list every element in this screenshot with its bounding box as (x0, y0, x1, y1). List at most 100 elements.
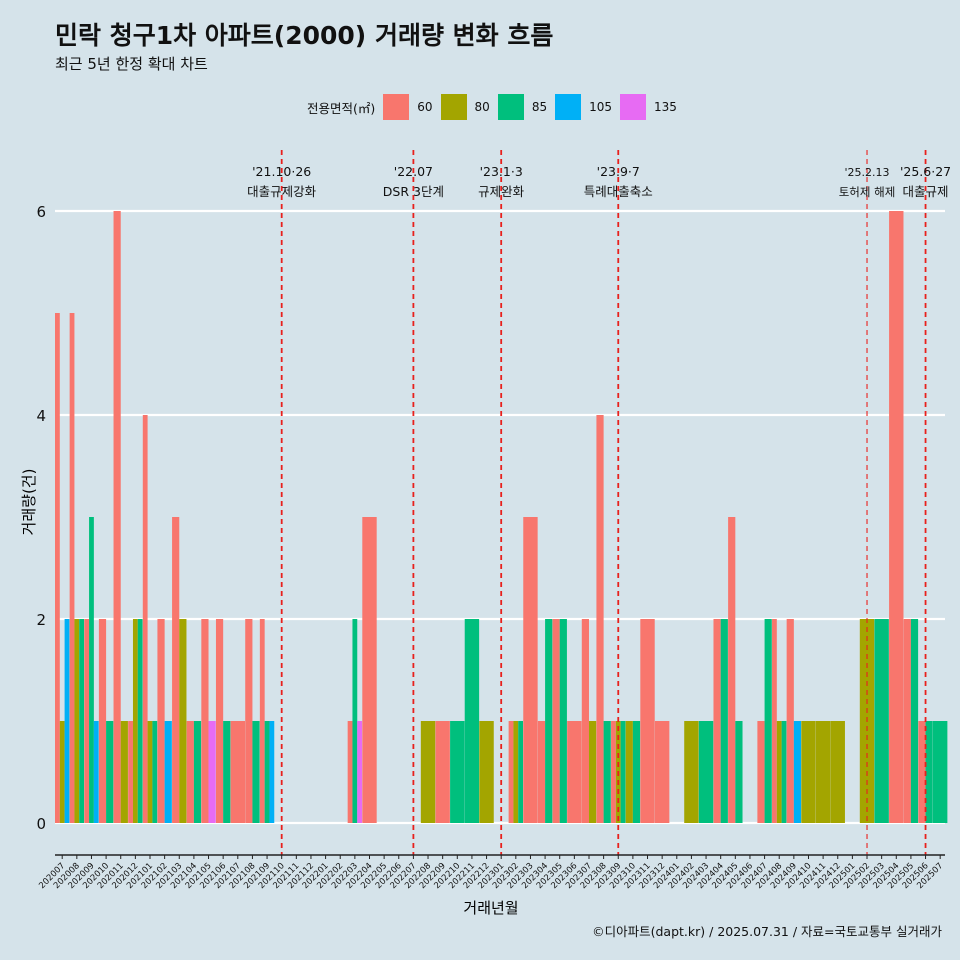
event-label: 특례대출축소 (584, 184, 653, 199)
y-tick-label: 0 (36, 815, 46, 833)
bar-202506-85 (925, 721, 933, 823)
legend-swatch (555, 94, 582, 120)
legend: 전용면적(㎡) 60 80 85 105 135 (307, 93, 685, 121)
bar-202101-80 (147, 721, 153, 823)
bar-202108-85 (252, 721, 260, 823)
bar-202409-105 (793, 721, 802, 823)
event-date: '23.1·3 (480, 164, 523, 179)
y-tick-label: 6 (36, 203, 46, 221)
bar-202109-85 (264, 721, 270, 823)
chart-title: 민락 청구1차 아파트(2000) 거래량 변화 흐름 (55, 21, 554, 50)
legend-label: 105 (589, 100, 613, 114)
bar-202307-80 (588, 721, 597, 823)
bar-202009-105 (93, 721, 99, 823)
bar-202102-105 (164, 721, 172, 823)
bar-202308-85 (603, 721, 611, 823)
bar-202210-85 (450, 721, 465, 823)
bar-202104-60 (186, 721, 194, 823)
bar-202410-80 (801, 721, 816, 823)
bar-202306-60 (567, 721, 582, 823)
bar-202305-60 (552, 619, 560, 823)
event-label: DSR 3단계 (383, 184, 444, 199)
bar-202108-60 (245, 619, 253, 823)
event-label: 규제완화 (478, 184, 525, 199)
bar-202408-85 (781, 721, 787, 823)
event-label: 토허제 해제 (839, 185, 896, 199)
bar-202203-135 (357, 721, 363, 823)
legend-label: 80 (474, 100, 490, 114)
event-date: '25.6·27 (900, 164, 951, 179)
bar-202408-80 (776, 721, 782, 823)
bars (55, 211, 948, 823)
bar-202505-85 (910, 619, 919, 823)
legend-item-135: 135 (620, 94, 677, 120)
bar-202008-60 (69, 313, 75, 823)
legend-item-105: 105 (555, 94, 612, 120)
bar-202104-85 (193, 721, 202, 823)
bar-202203-85 (352, 619, 358, 823)
bar-202305-85 (559, 619, 567, 823)
y-tick-label: 4 (36, 407, 46, 425)
bar-202012-80 (132, 619, 138, 823)
bar-202010-85 (106, 721, 114, 823)
y-axis-title: 거래량(건) (20, 469, 38, 536)
legend-swatch (497, 94, 524, 120)
bar-202204-60 (362, 517, 377, 823)
bar-202304-85 (545, 619, 553, 823)
bar-202405-85 (735, 721, 743, 823)
bar-202308-60 (596, 415, 604, 823)
event-annotations: '21.10·26 대출규제강화 '22.07 DSR 3단계 '23.1·3 규제완화 '… (247, 150, 951, 855)
legend-label: 135 (654, 100, 677, 114)
bar-202007-105 (64, 619, 70, 823)
bar-202409-60 (786, 619, 794, 823)
bar-202302-60 (508, 721, 514, 823)
y-tick-label: 2 (36, 611, 46, 629)
bar-202412-80 (830, 721, 845, 823)
bar-202105-60 (201, 619, 209, 823)
bar-202405-60 (728, 517, 736, 823)
bar-202106-60 (215, 619, 224, 823)
legend-item-85: 85 (497, 94, 548, 120)
bar-202403-85 (698, 721, 714, 823)
legend-label: 60 (417, 100, 433, 114)
bar-202402-80 (684, 721, 699, 823)
bar-202102-60 (157, 619, 165, 823)
bar-202208-80 (420, 721, 436, 823)
bar-202011-60 (113, 211, 121, 823)
bar-202307-60 (581, 619, 589, 823)
bar-202411-80 (815, 721, 831, 823)
bar-202109-105 (269, 721, 275, 823)
event-date: '21.10·26 (252, 164, 311, 179)
event-label: 대출규제강화 (247, 184, 317, 199)
bar-202504-60 (889, 211, 904, 823)
bar-202408-60 (772, 619, 777, 823)
bar-202211-85 (464, 619, 480, 823)
bar-202105-135 (208, 721, 216, 823)
bar-202310-80 (625, 721, 633, 823)
bar-202407-85 (764, 619, 772, 823)
bar-202012-60 (128, 721, 133, 823)
bar-202010-60 (98, 619, 107, 823)
bar-202503-85 (874, 619, 889, 823)
bar-202209-60 (435, 721, 450, 823)
bar-202506-60 (918, 721, 926, 823)
bar-202212-80 (479, 721, 494, 823)
bar-202107-60 (230, 721, 245, 823)
bar-202101-60 (142, 415, 148, 823)
bar-202303-60 (523, 517, 538, 823)
bar-202007-80 (59, 721, 65, 823)
source-caption: ©디아파트(dapt.kr) / 2025.07.31 / 자료=국토교통부 실… (592, 924, 942, 939)
chart-subtitle: 최근 5년 한정 확대 차트 (55, 55, 208, 73)
event-date: '22.07 (394, 164, 433, 179)
bar-202302-80 (513, 721, 519, 823)
bar-202505-60 (903, 619, 911, 823)
bar-202507-85 (932, 721, 948, 823)
bar-202008-85 (79, 619, 85, 823)
legend-item-80: 80 (440, 94, 490, 120)
bar-202109-60 (259, 619, 265, 823)
bar-202302-85 (518, 721, 524, 823)
legend-label: 85 (531, 100, 548, 114)
bar-202311-60 (640, 619, 655, 823)
bar-202309-60 (611, 721, 616, 823)
bar-202404-60 (713, 619, 721, 823)
